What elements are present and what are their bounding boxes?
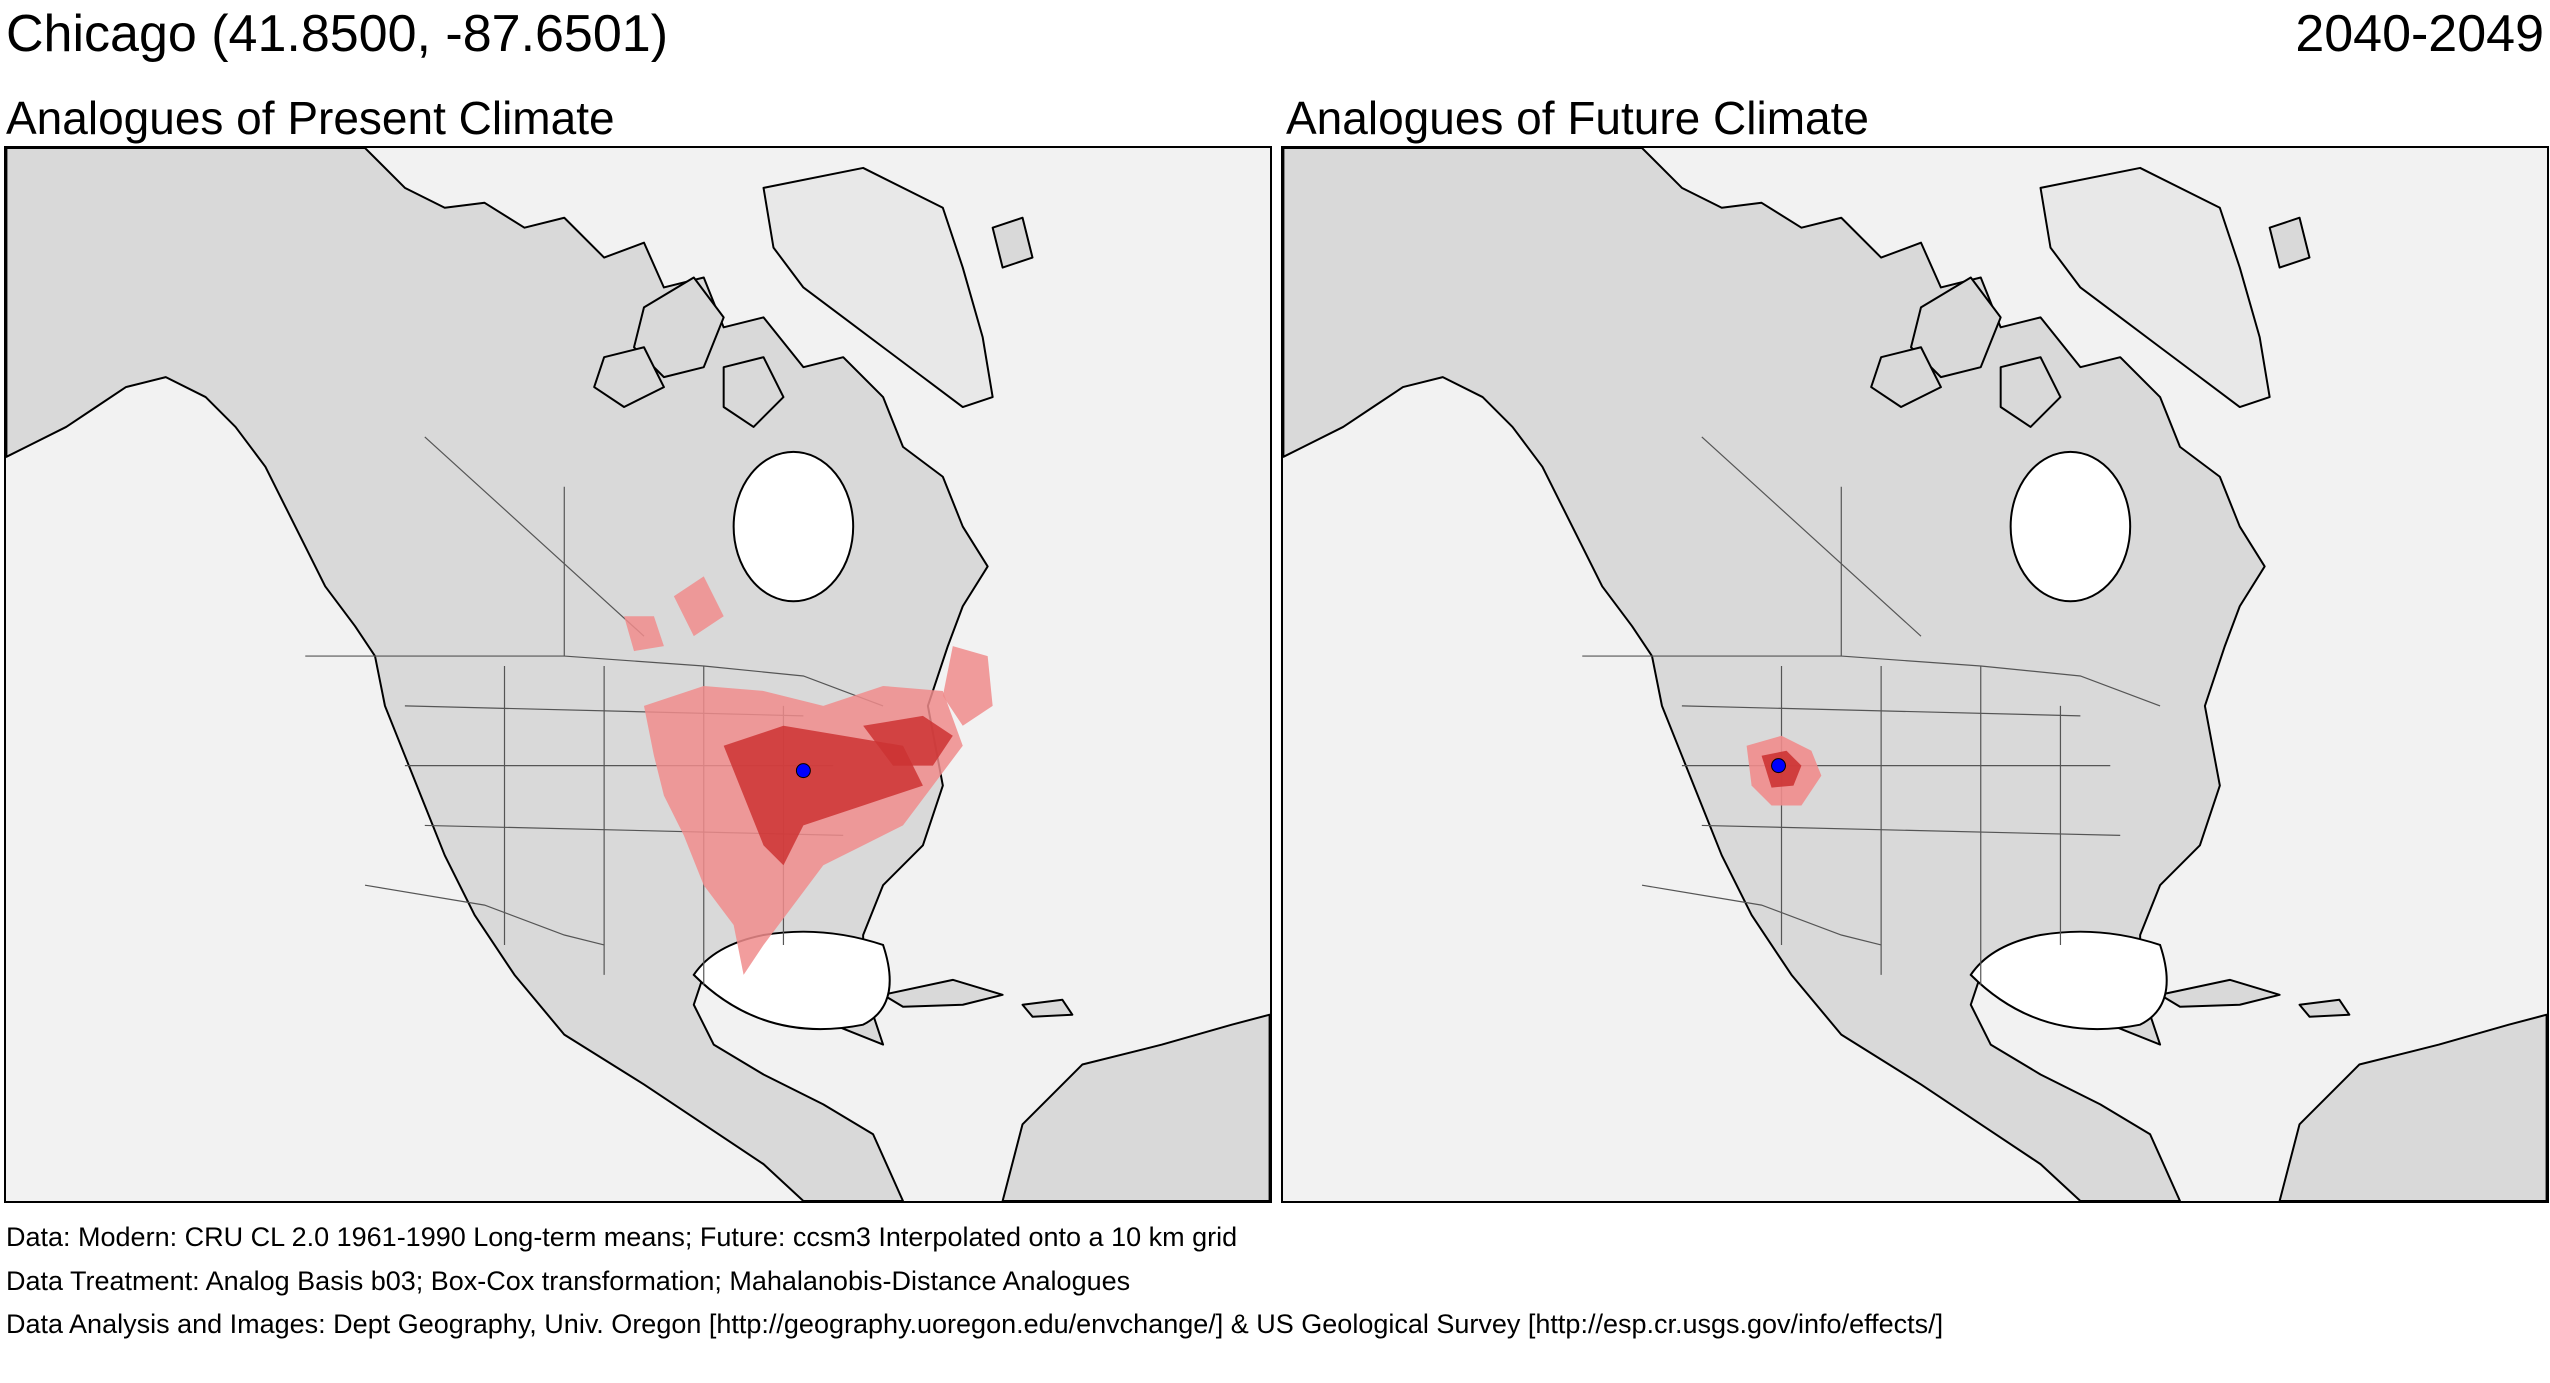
location-title: Chicago (41.8500, -87.6501) (6, 5, 669, 63)
analog-region-light (942, 646, 993, 726)
data-treatment-credit: Data Treatment: Analog Basis b03; Box-Co… (6, 1266, 1131, 1296)
future-analogues-title: Analogues of Future Climate (1286, 92, 1869, 144)
analog-region-light (624, 616, 664, 652)
data-source-credit: Data: Modern: CRU CL 2.0 1961-1990 Long-… (6, 1222, 1238, 1252)
analog-regions-present (624, 576, 993, 975)
political-boundaries (305, 436, 884, 985)
analog-region-light (673, 576, 724, 637)
analog-region-dark (863, 715, 953, 766)
gulf-of-mexico (1969, 930, 2168, 1031)
present-analogues-title: Analogues of Present Climate (6, 92, 615, 144)
present-analogues-map (4, 146, 1272, 1203)
analysis-credit: Data Analysis and Images: Dept Geography… (6, 1309, 1944, 1339)
hudson-bay (2009, 450, 2132, 603)
analog-region-dark (723, 725, 923, 866)
future-analogues-map (1281, 146, 2549, 1203)
north-america-landmass (1283, 148, 2547, 1201)
chicago-site-marker (795, 763, 811, 779)
political-boundaries (1582, 436, 2161, 985)
period-title: 2040-2049 (2295, 5, 2544, 63)
hudson-bay (732, 450, 855, 603)
chicago-site-marker (1771, 758, 1786, 774)
